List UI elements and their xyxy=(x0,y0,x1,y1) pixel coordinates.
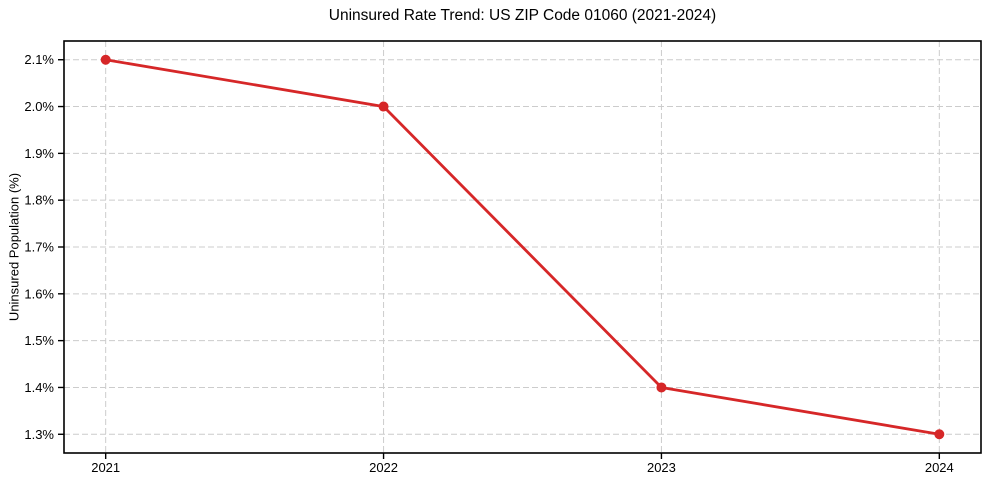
x-tick-label: 2021 xyxy=(91,460,120,475)
x-tick-label: 2023 xyxy=(647,460,676,475)
y-tick-label: 2.0% xyxy=(24,99,54,114)
y-tick-label: 1.3% xyxy=(24,427,54,442)
plot-border xyxy=(63,40,982,454)
trend-line xyxy=(104,58,941,436)
data-point-marker xyxy=(100,54,111,65)
y-tick-label: 1.4% xyxy=(24,380,54,395)
chart-title: Uninsured Rate Trend: US ZIP Code 01060 … xyxy=(328,7,717,24)
y-tick-label: 1.6% xyxy=(24,286,54,301)
y-tick-label: 1.8% xyxy=(24,193,54,208)
data-point-marker xyxy=(378,101,389,112)
data-point-marker xyxy=(656,382,667,393)
y-tick-label: 2.1% xyxy=(24,52,54,67)
y-tick-label: 1.5% xyxy=(24,333,54,348)
x-tick-label: 2024 xyxy=(925,460,954,475)
data-point-marker xyxy=(934,429,945,440)
x-tick-label: 2022 xyxy=(369,460,398,475)
y-tick-label: 1.7% xyxy=(24,240,54,255)
y-tick-label: 1.9% xyxy=(24,146,54,161)
